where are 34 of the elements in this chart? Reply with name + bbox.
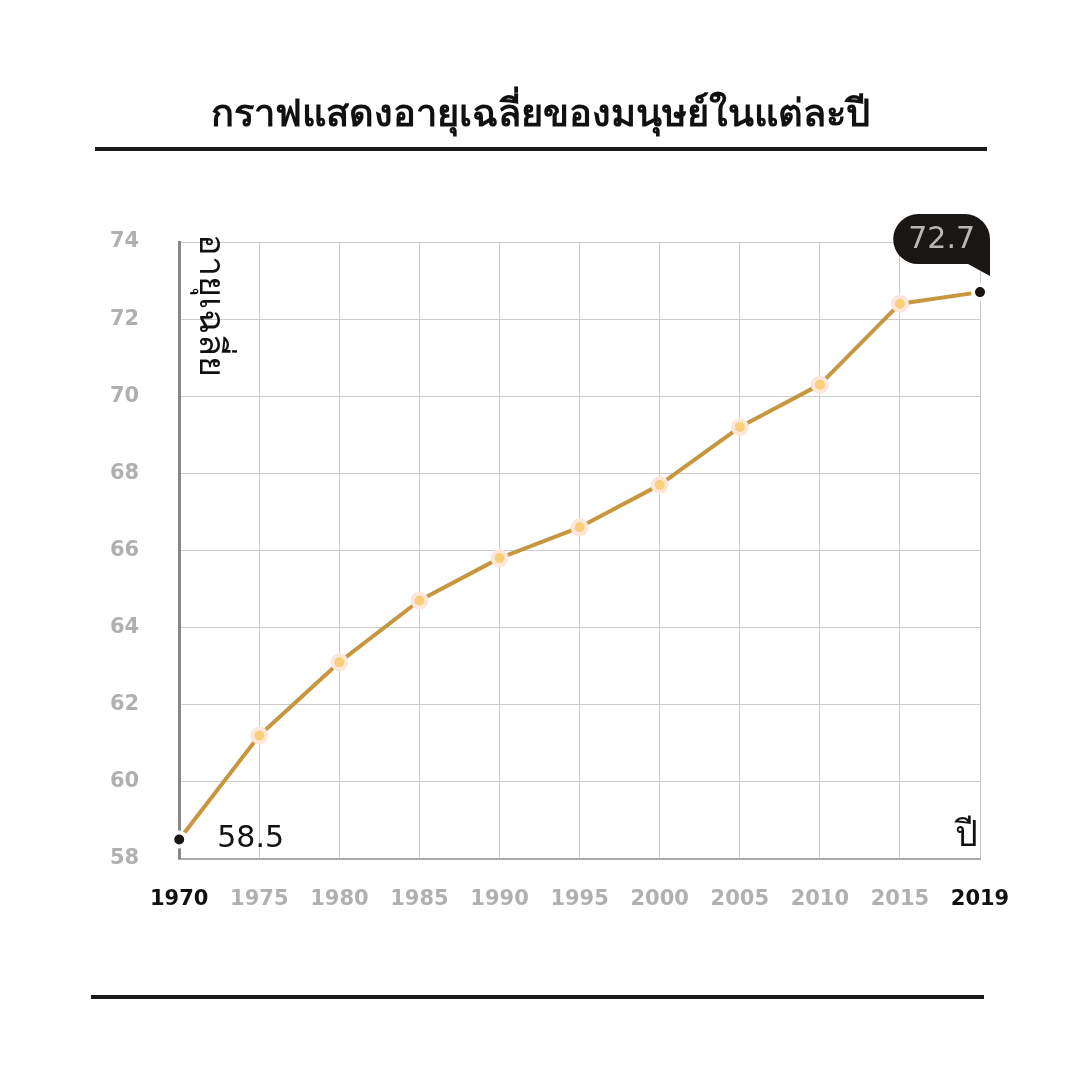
point — [810, 375, 829, 394]
x-tick-label: 2015 — [870, 885, 930, 910]
x-tick-label: 1985 — [390, 885, 449, 910]
point — [410, 591, 429, 610]
point — [330, 653, 349, 672]
x-tick-label: 1990 — [470, 885, 529, 910]
y-tick-label: 68 — [109, 459, 140, 484]
x-tick-label: 2019 — [950, 885, 1010, 910]
x-tick-label: 1995 — [550, 885, 609, 910]
x-tick-label: 2005 — [710, 885, 769, 910]
chart-title: กราฟแสดงอายุเฉลี่ยของมนุษย์ในแต่ละปี — [209, 85, 871, 139]
y-tick-label: 64 — [109, 613, 140, 638]
x-tick-label: 1970 — [150, 885, 209, 910]
y-tick-label: 72 — [109, 305, 140, 330]
x-tick-label: 1975 — [230, 885, 289, 910]
y-axis-title: อายุเฉลี่ย — [189, 234, 237, 377]
data-label: 72.7 — [908, 219, 975, 255]
point — [250, 726, 269, 745]
x-tick-label: 1980 — [310, 885, 369, 910]
x-tick-label: 2000 — [630, 885, 689, 910]
y-tick-label: 62 — [109, 691, 140, 716]
x-tick-label: 2010 — [790, 885, 850, 910]
y-tick-label: 66 — [109, 536, 140, 561]
point — [650, 475, 669, 494]
x-axis-title: ปี — [954, 813, 978, 855]
point — [730, 418, 749, 437]
point — [570, 518, 589, 537]
y-tick-label: 58 — [109, 845, 140, 870]
point — [490, 549, 509, 568]
data-label: 58.5 — [217, 819, 285, 855]
y-tick-label: 70 — [109, 382, 140, 407]
point — [890, 294, 909, 313]
y-tick-label: 74 — [109, 228, 140, 253]
y-tick-label: 60 — [109, 768, 140, 793]
